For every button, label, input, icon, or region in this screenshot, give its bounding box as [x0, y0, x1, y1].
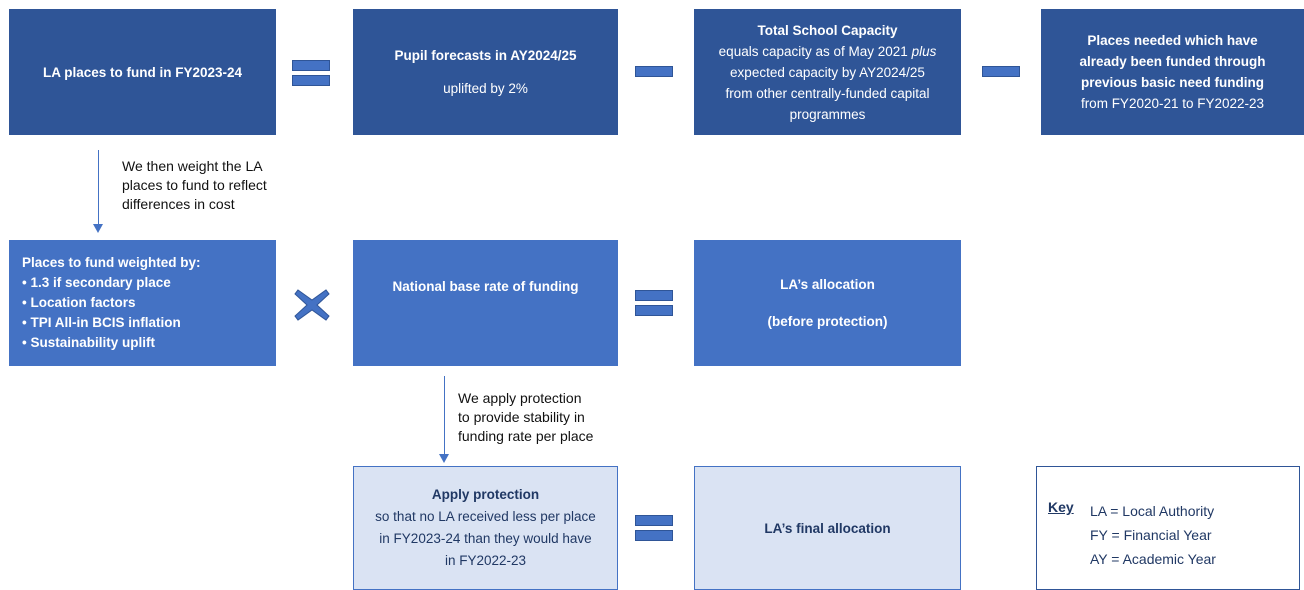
minus-sign [982, 66, 1020, 77]
equals-sign [635, 290, 673, 301]
text: funding rate per place [458, 428, 594, 444]
text: previous basic need funding [1080, 75, 1265, 90]
key-items: LA = Local Authority FY = Financial Year A… [1090, 499, 1216, 571]
text: We then weight the LA [122, 158, 263, 174]
arrow [444, 376, 445, 456]
text: uplifted by 2% [443, 81, 528, 96]
equals-sign [635, 515, 673, 526]
text: FY = Financial Year [1090, 527, 1212, 543]
text: equals capacity as of May 2021 [718, 43, 908, 59]
arrow-head [439, 454, 449, 463]
node: Total School Capacity equals capacity as … [694, 9, 961, 135]
text: Places needed which have [1087, 33, 1258, 48]
text: We apply protection [458, 390, 582, 406]
node: National base rate of funding [353, 240, 618, 366]
equals-sign [635, 305, 673, 316]
minus-sign [635, 66, 673, 77]
equals-sign [635, 530, 673, 541]
key: Key LA = Local Authority FY = Financial Y… [1036, 466, 1300, 590]
text: differences in cost [122, 196, 235, 212]
text: in FY2022-23 [444, 553, 527, 568]
text: already been funded through [1079, 54, 1266, 69]
text: AY = Academic Year [1090, 551, 1216, 567]
text: Pupil forecasts in AY2024/25 [394, 48, 577, 63]
text: Sustainability uplift [30, 335, 155, 350]
node: Pupil forecasts in AY2024/25 uplifted by … [353, 9, 618, 135]
text: plus [911, 43, 937, 59]
text: programmes [789, 106, 866, 122]
text: National base rate of funding [392, 279, 579, 294]
text: LA’s final allocation [764, 520, 891, 536]
node: LA places to fund in FY2023-24 [9, 9, 276, 135]
times-sign [294, 289, 330, 321]
text: to provide stability in [458, 409, 585, 425]
text: (before protection) [767, 314, 888, 329]
text: Location factors [30, 295, 136, 310]
node: Places needed which have already been fun… [1041, 9, 1304, 135]
equals-sign [292, 60, 330, 71]
node: Apply protection so that no LA received l… [353, 466, 618, 590]
node: Places to fund weighted by: • 1.3 if seco… [9, 240, 276, 366]
arrow [98, 150, 99, 226]
text: expected capacity by AY2024/25 [730, 64, 925, 80]
text: from other centrally-funded capital [725, 85, 930, 101]
arrow-label: We then weight the LA places to fund to r… [122, 157, 267, 214]
text: so that no LA received less per place [375, 509, 596, 524]
text: Places to fund weighted by: [22, 255, 201, 270]
key-title: Key [1048, 499, 1074, 515]
arrow-label: We apply protection to provide stability … [458, 389, 593, 446]
text: Total School Capacity [757, 22, 898, 38]
text: LA = Local Authority [1090, 503, 1215, 519]
text: 1.3 if secondary place [30, 275, 171, 290]
text: in FY2023-24 than they would have [379, 531, 592, 546]
arrow-head [93, 224, 103, 233]
equals-sign [292, 75, 330, 86]
node: LA’s allocation (before protection) [694, 240, 961, 366]
text: from FY2020-21 to FY2022-23 [1080, 96, 1265, 111]
text: TPI All-in BCIS inflation [30, 315, 181, 330]
text: Apply protection [431, 487, 540, 502]
text: places to fund to reflect [122, 177, 267, 193]
text: LA’s allocation [780, 277, 875, 292]
text: LA places to fund in FY2023-24 [42, 64, 243, 80]
node: LA’s final allocation [694, 466, 961, 590]
